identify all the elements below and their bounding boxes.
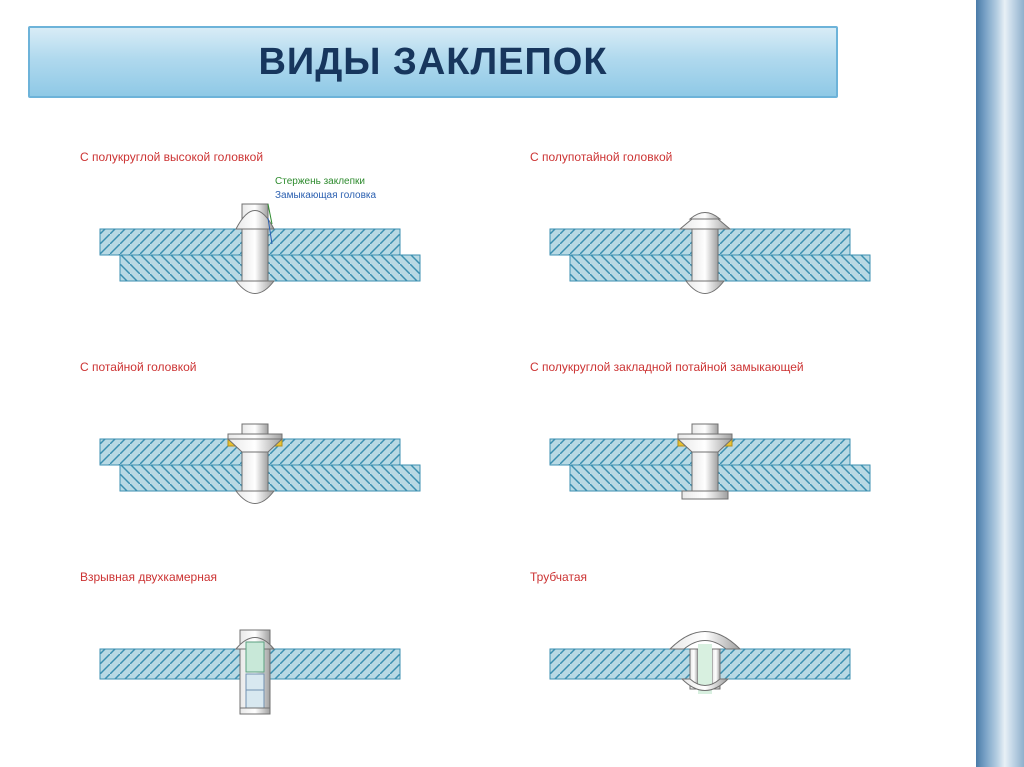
page-title: ВИДЫ ЗАКЛЕПОК xyxy=(258,41,607,84)
diagram-semi-countersunk: С полупотайной головкой xyxy=(530,150,920,320)
caption: С полукруглой высокой головкой xyxy=(80,150,470,166)
rivet-svg xyxy=(530,594,890,734)
caption: С полупотайной головкой xyxy=(530,150,920,166)
caption: Трубчатая xyxy=(530,570,920,586)
title-bar: ВИДЫ ЗАКЛЕПОК xyxy=(28,26,838,98)
rivet-svg xyxy=(80,594,440,734)
diagram-semi-round-set-countersunk-close: С полукруглой закладной потайной замыкаю… xyxy=(530,360,920,530)
side-accent xyxy=(976,0,1024,767)
rivet-svg xyxy=(80,174,440,314)
caption: С потайной головкой xyxy=(80,360,470,376)
rivet-svg xyxy=(530,384,890,524)
rivet-svg xyxy=(530,174,890,314)
annotation-closing-head: Замыкающая головка xyxy=(275,190,376,202)
diagram-countersunk: С потайной головкой xyxy=(80,360,470,530)
diagram-tubular: Трубчатая xyxy=(530,570,920,740)
diagram-explosive-two-chamber: Взрывная двухкамерная xyxy=(80,570,470,740)
annotation-shaft: Стержень заклепки xyxy=(275,176,365,188)
diagram-grid: С полукруглой высокой головкой Стержень … xyxy=(80,150,920,740)
rivet-svg xyxy=(80,384,440,524)
diagram-semi-round-high: С полукруглой высокой головкой Стержень … xyxy=(80,150,470,320)
caption: С полукруглой закладной потайной замыкаю… xyxy=(530,360,920,376)
caption: Взрывная двухкамерная xyxy=(80,570,470,586)
